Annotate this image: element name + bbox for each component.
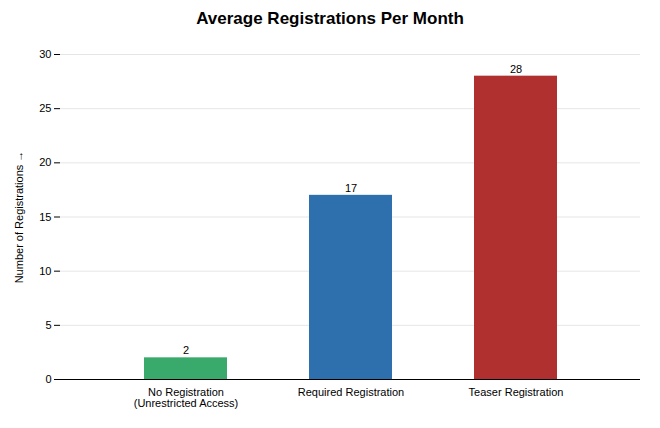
svg-text:0: 0	[45, 373, 51, 385]
svg-text:Teaser Registration: Teaser Registration	[469, 386, 564, 398]
svg-text:2: 2	[183, 344, 189, 356]
svg-text:15: 15	[39, 211, 51, 223]
svg-text:Number of Registrations →: Number of Registrations →	[13, 151, 25, 284]
svg-text:5: 5	[45, 319, 51, 331]
svg-text:Required Registration: Required Registration	[298, 386, 404, 398]
html-text:Average Registrations Per Mont: Average Registrations Per Month	[196, 9, 464, 28]
svg-text:20: 20	[39, 156, 51, 168]
svg-text:25: 25	[39, 102, 51, 114]
svg-text:No Registration(Unrestricted A: No Registration(Unrestricted Access)	[134, 386, 239, 409]
svg-text:10: 10	[39, 265, 51, 277]
svg-text:17: 17	[345, 182, 357, 194]
svg-text:28: 28	[510, 63, 522, 75]
svg-text:30: 30	[39, 48, 51, 60]
